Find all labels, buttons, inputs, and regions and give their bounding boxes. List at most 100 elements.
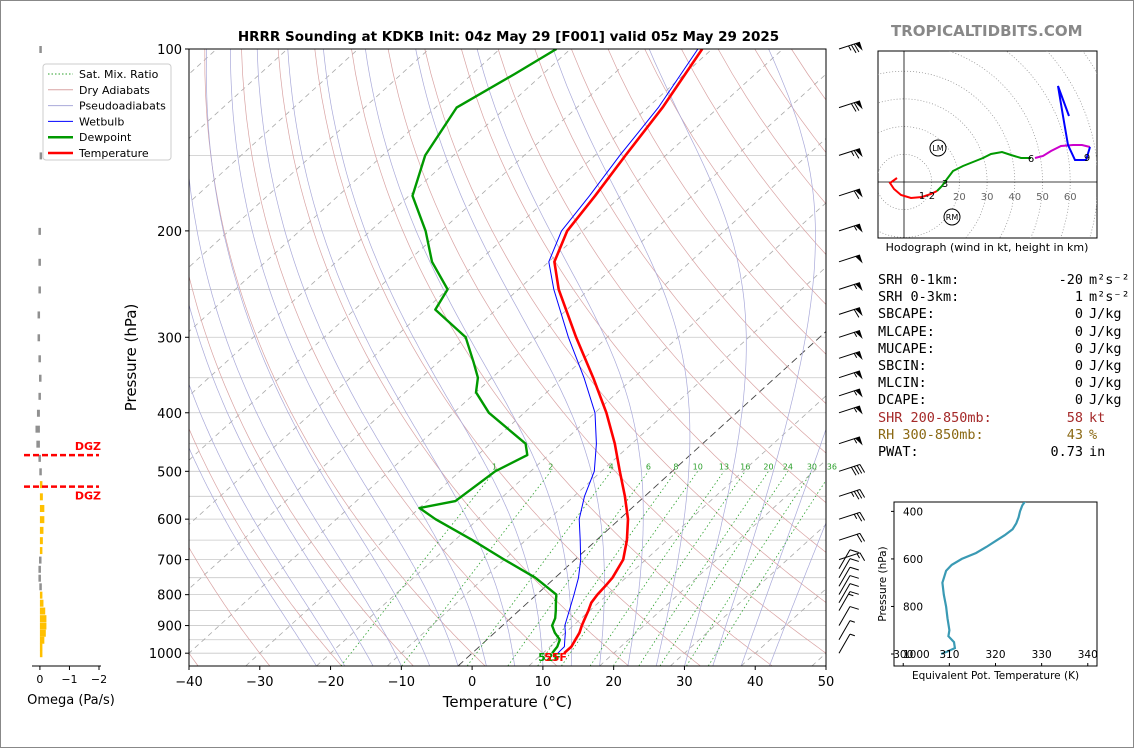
omega-bar	[39, 650, 43, 658]
barb-staff	[838, 549, 851, 570]
wind-barb	[838, 188, 863, 200]
dry-adiabat	[387, 49, 826, 654]
dry-adiabat	[277, 49, 629, 666]
y-tick-label: 300	[157, 331, 182, 346]
theta-e-y-tick-label: 800	[903, 601, 923, 613]
parameter-value: 0	[1074, 375, 1083, 392]
barb-staff	[838, 282, 861, 290]
barb-full	[856, 490, 863, 499]
x-tick-label: 20	[605, 675, 622, 690]
parameter-row: MLCAPE: 0 J/kg	[878, 324, 1130, 341]
parameter-value: 0	[1074, 392, 1083, 409]
barb-staff	[838, 41, 861, 50]
barb-staff	[838, 351, 861, 359]
dry-adiabat	[241, 49, 558, 666]
barb-staff	[838, 532, 861, 541]
wind-barb	[838, 575, 859, 595]
omega-bar	[39, 152, 43, 160]
theta-e-plot	[940, 502, 1027, 656]
hodograph-trace	[888, 177, 938, 200]
storm-motion-label: LM	[932, 144, 943, 153]
barb-full	[850, 103, 857, 112]
barb-flag	[855, 224, 863, 233]
barb-full	[849, 566, 859, 571]
barb-full	[853, 491, 860, 500]
dewpoint-profile	[411, 49, 561, 654]
wind-barb	[838, 370, 863, 380]
barb-half	[849, 620, 855, 623]
isotherm-line	[189, 73, 826, 654]
mixing-ratio-label: 6	[646, 462, 651, 471]
omega-bar	[36, 409, 40, 417]
omega-bar	[39, 46, 42, 53]
dry-adiabat	[314, 49, 701, 666]
hodograph-height-label: 6	[1028, 154, 1034, 165]
barb-half	[853, 407, 858, 413]
parameter-row: SBCIN: 0 J/kg	[878, 358, 1130, 375]
parameter-unit: m²s⁻²	[1089, 272, 1130, 288]
barb-half	[850, 492, 855, 497]
barb-staff	[838, 405, 861, 414]
mixing-ratio-label: 2	[548, 462, 553, 471]
hodograph-ring-label: 40	[1008, 192, 1021, 203]
barb-full	[853, 43, 860, 53]
omega-bar	[37, 334, 41, 342]
barb-staff	[838, 464, 861, 472]
theta-e-y-tick-label: 600	[903, 554, 923, 566]
pseudoadiabat	[189, 383, 346, 666]
parameter-row: PWAT: 0.73 in	[878, 444, 1130, 461]
parameter-value: 0	[1074, 340, 1083, 357]
mixing-ratio-label: 1	[492, 462, 497, 471]
hodograph-trace	[1034, 144, 1091, 159]
hodograph-frame	[877, 50, 1098, 239]
parameter-unit: J/kg	[1089, 375, 1122, 392]
barb-staff	[838, 330, 861, 338]
y-tick-label: 700	[157, 554, 182, 569]
barb-staff	[838, 566, 851, 587]
wetbulb-profile	[548, 49, 699, 654]
wind-barb	[838, 606, 859, 626]
hodograph-plot: 20 30 40 50 60 1-2 3 6 9 LM RM	[878, 51, 1097, 238]
mixing-ratio-label: 4	[609, 462, 614, 471]
hodograph-height-label: 3	[942, 179, 948, 190]
x-tick-label: −40	[175, 675, 202, 690]
x-tick-label: 30	[676, 675, 693, 690]
wind-barb	[838, 351, 863, 361]
mixing-ratio-label: 13	[719, 462, 729, 471]
barb-flag	[855, 255, 863, 264]
mixing-ratio-label: 8	[673, 462, 678, 471]
wind-barb	[838, 223, 863, 233]
x-axis-label: Temperature (°C)	[442, 693, 572, 711]
mixing-ratio-label: 24	[783, 462, 793, 471]
parameter-unit: J/kg	[1089, 357, 1122, 374]
barb-staff	[838, 620, 851, 640]
barb-staff	[838, 489, 861, 497]
surface-dewpoint-label: 52F	[538, 651, 561, 664]
barb-flag	[855, 189, 863, 198]
mixing-ratio-line	[561, 471, 699, 666]
y-tick-label: 1000	[149, 647, 182, 662]
dry-adiabat	[607, 49, 826, 355]
pseudoadiabat	[476, 49, 644, 666]
barb-staff	[838, 552, 861, 561]
theta-e-x-tick-label: 300	[893, 649, 913, 661]
wind-barb	[838, 591, 859, 611]
x-tick-label: 50	[818, 675, 835, 690]
barb-staff	[838, 583, 851, 603]
wind-barb	[838, 388, 863, 398]
mixing-ratio-line	[659, 471, 789, 666]
pseudoadiabat	[648, 49, 747, 666]
parameter-key: DCAPE:	[878, 392, 927, 409]
dry-adiabat	[189, 427, 342, 666]
dry-adiabat	[534, 49, 826, 454]
barb-flag	[855, 100, 863, 110]
pseudoadiabat	[189, 174, 402, 666]
omega-bar	[39, 636, 45, 644]
omega-bar	[36, 440, 40, 448]
barb-staff	[838, 370, 861, 379]
dry-adiabat	[497, 49, 826, 504]
wind-barb	[838, 330, 863, 340]
omega-bar	[39, 374, 42, 382]
temperature-profile	[553, 49, 704, 655]
